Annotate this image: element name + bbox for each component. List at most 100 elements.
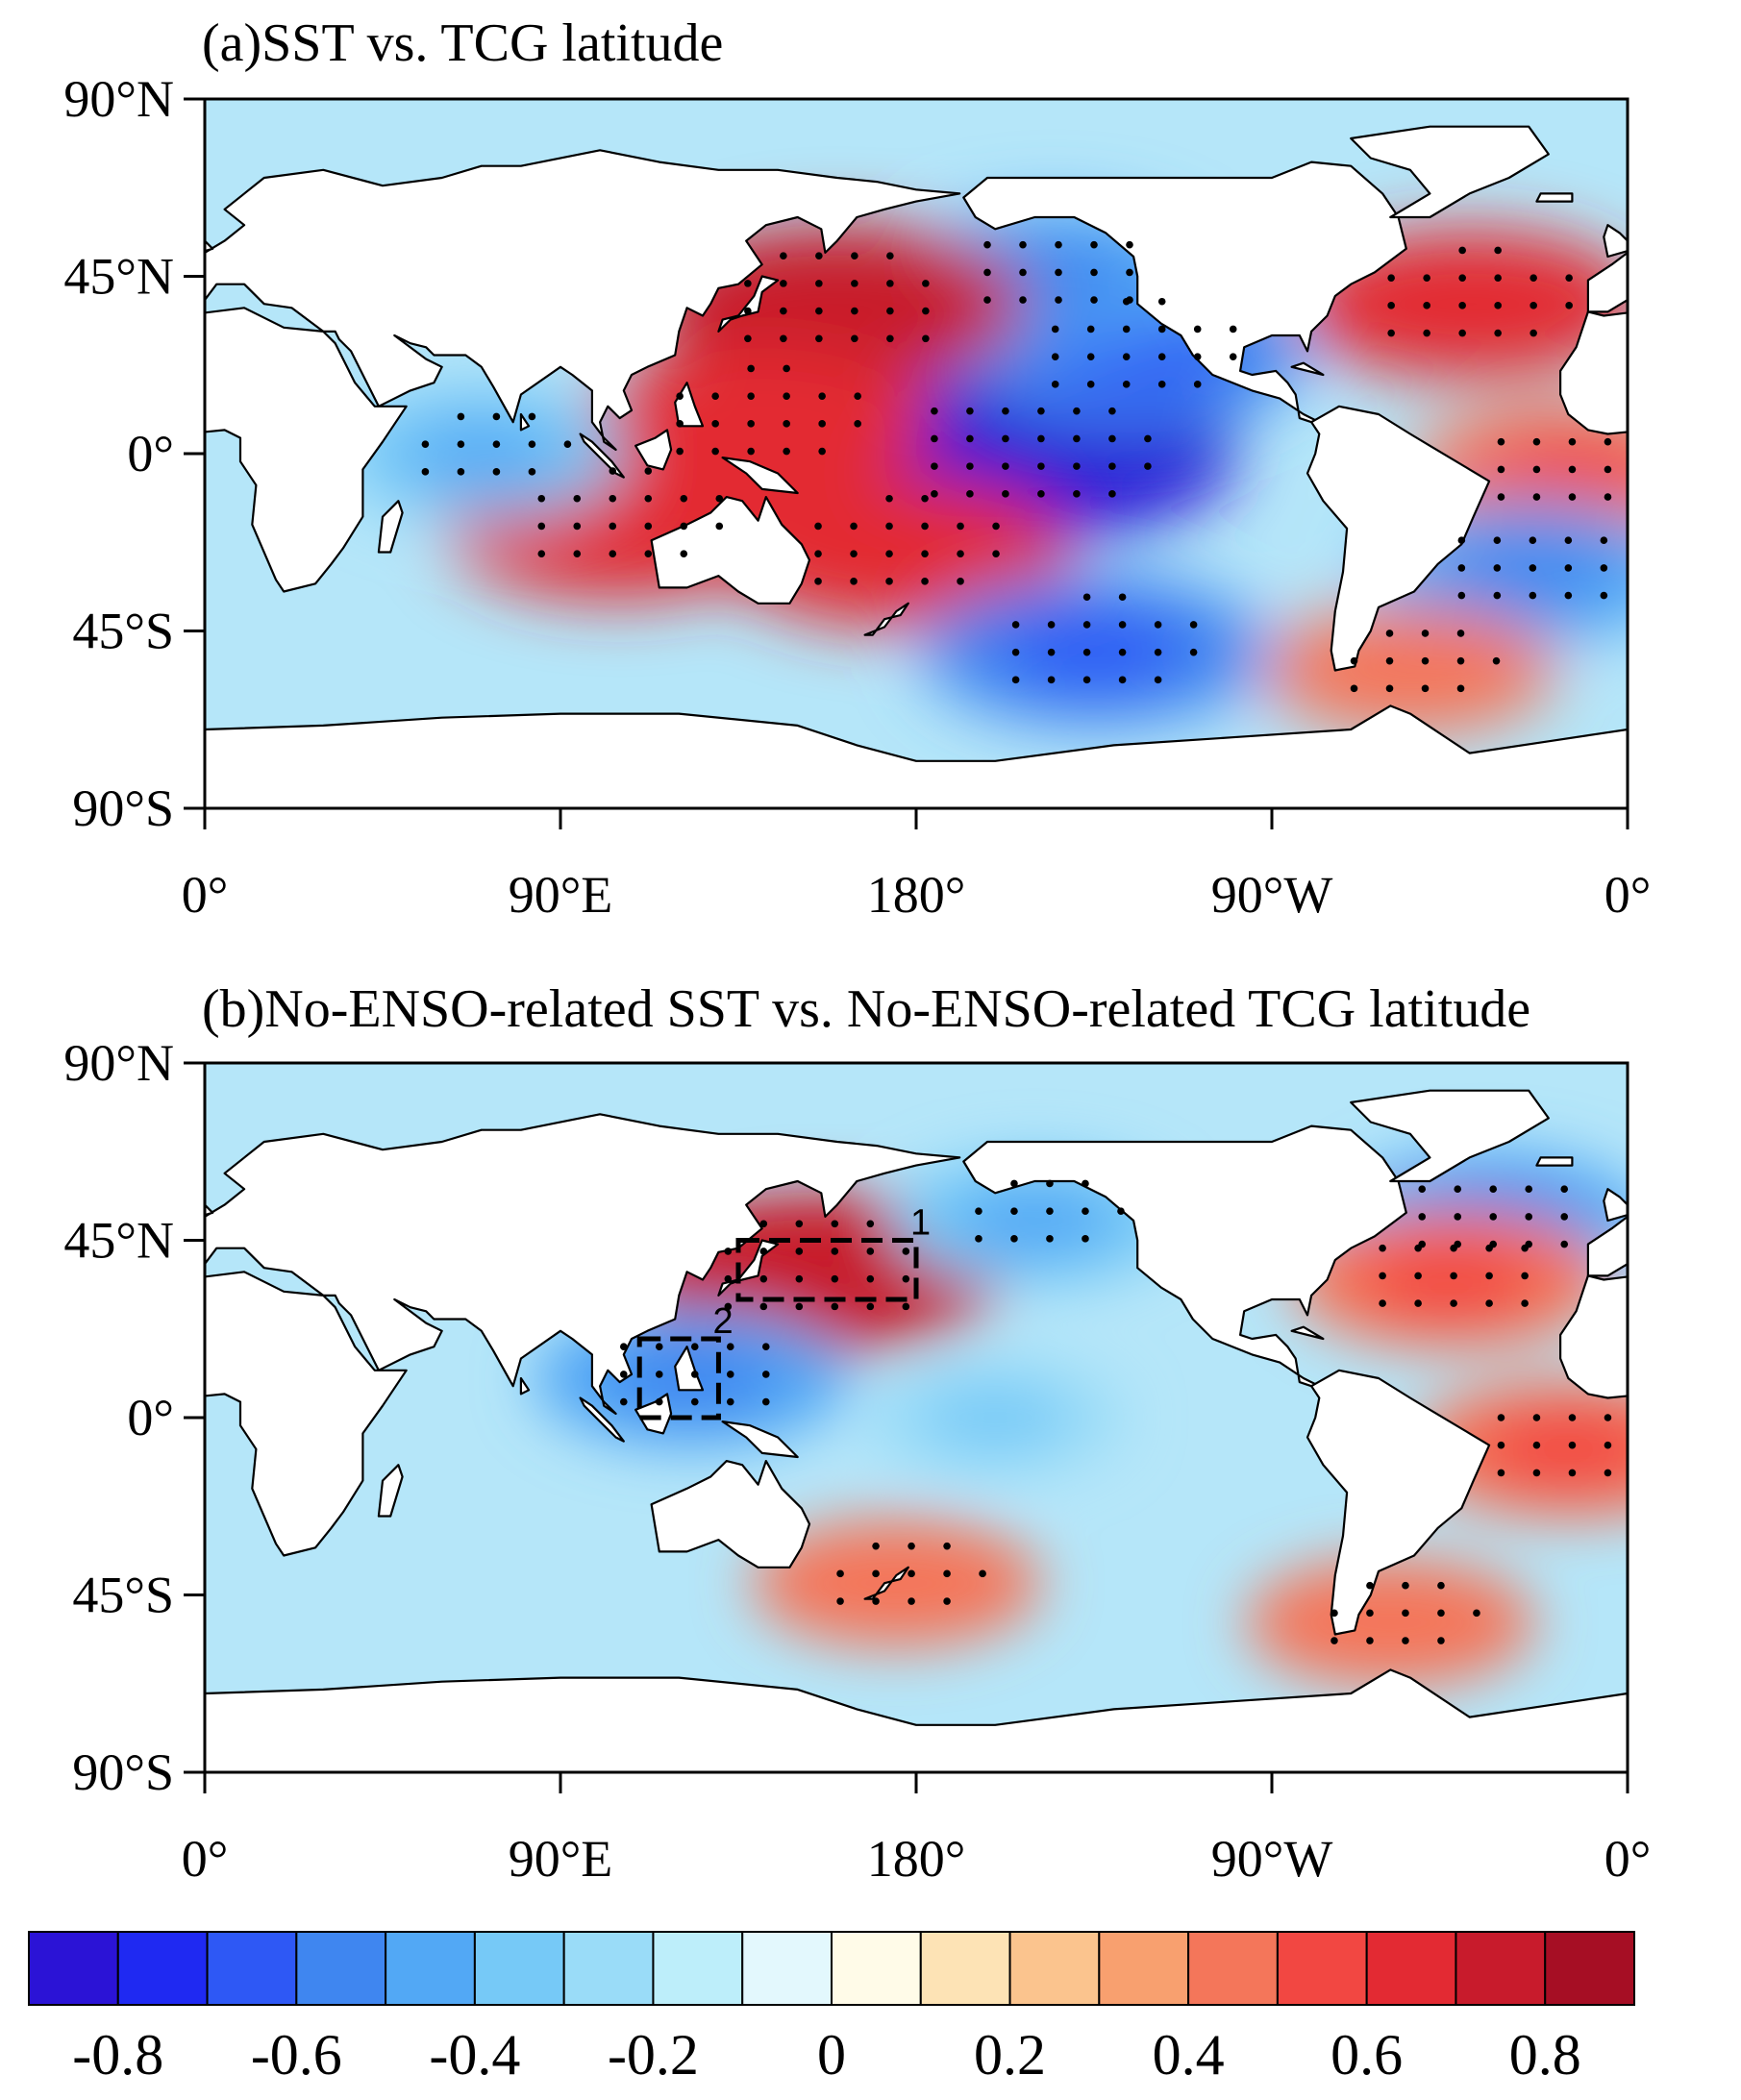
significance-dot	[1532, 465, 1541, 474]
significance-dot	[1457, 591, 1466, 600]
x-tick-label: 0°	[1604, 1830, 1652, 1888]
significance-dot	[1193, 381, 1202, 388]
anomaly-core	[923, 1385, 1067, 1450]
panel-b-box-labels: 12	[712, 1203, 931, 1343]
significance-dot	[421, 440, 430, 448]
significance-dot	[1568, 1441, 1577, 1449]
significance-dot	[1458, 302, 1466, 309]
significance-dot	[726, 1397, 734, 1406]
significance-dot	[655, 1397, 663, 1406]
significance-dot	[1418, 1213, 1427, 1221]
significance-dot	[866, 1302, 875, 1311]
significance-dot	[1497, 437, 1505, 446]
significance-dot	[1366, 1581, 1374, 1590]
significance-dot	[457, 468, 465, 476]
significance-dot	[1565, 302, 1573, 309]
significance-dot	[680, 494, 688, 503]
land-eurasia	[205, 149, 961, 451]
land-uk	[205, 1203, 214, 1217]
significance-dot	[1402, 1609, 1409, 1618]
y-tick-label: 45°N	[63, 1212, 174, 1270]
significance-dot	[831, 1248, 839, 1255]
significance-dot	[1600, 591, 1608, 600]
colorbar-label: 0	[817, 2023, 846, 2087]
significance-dot	[957, 578, 964, 585]
significance-dot	[573, 494, 582, 503]
significance-dot	[1568, 465, 1577, 474]
significance-dot	[957, 522, 964, 531]
significance-dot	[1002, 434, 1009, 443]
significance-dot	[1529, 564, 1537, 572]
significance-dot	[1055, 240, 1062, 249]
significance-dot	[1366, 1609, 1374, 1618]
significance-dot	[795, 1248, 804, 1255]
anomaly-core	[1331, 634, 1490, 706]
significance-dot	[1532, 1441, 1541, 1449]
significance-dot	[850, 550, 858, 557]
significance-dot	[922, 334, 930, 343]
significance-dot	[1604, 437, 1612, 446]
anomaly-core	[923, 407, 1146, 501]
significance-dot	[747, 392, 755, 400]
significance-dot	[1082, 1207, 1089, 1215]
significance-dot	[744, 307, 752, 315]
significance-dot	[908, 1542, 915, 1550]
significance-dot	[1010, 1179, 1018, 1188]
significance-dot	[931, 434, 938, 443]
significance-dot	[1157, 381, 1166, 388]
land-samerica	[1306, 1369, 1491, 1636]
significance-dot	[1073, 434, 1081, 443]
significance-dot	[1157, 353, 1166, 360]
significance-dot	[573, 522, 582, 531]
significance-dot	[1154, 621, 1162, 629]
land-madagascar	[377, 500, 404, 554]
significance-dot	[1019, 240, 1027, 249]
significance-dot	[1458, 246, 1466, 255]
land-sumatra	[579, 1396, 625, 1443]
significance-dot	[759, 1248, 768, 1255]
significance-dot	[1379, 1272, 1386, 1280]
x-tick-label: 90°W	[1211, 866, 1333, 924]
significance-dot	[1037, 407, 1045, 415]
significance-dot	[1126, 240, 1133, 249]
significance-dot	[921, 522, 929, 531]
significance-dot	[983, 296, 991, 304]
significance-dot	[1640, 438, 1648, 446]
significance-dot	[1350, 684, 1358, 693]
significance-dot	[815, 334, 823, 343]
anomaly-core	[801, 510, 992, 594]
significance-dot	[1456, 630, 1465, 637]
significance-dot	[655, 1371, 663, 1378]
significance-dot	[886, 280, 894, 287]
significance-dot	[644, 522, 653, 531]
colorbar-swatch	[652, 1931, 744, 2006]
significance-dot	[975, 1235, 982, 1243]
significance-dot	[1640, 1442, 1648, 1449]
colorbar-swatch	[1008, 1931, 1101, 2006]
significance-dot	[747, 420, 755, 428]
panel-b-title: (b)No-ENSO-related SST vs. No-ENSO-relat…	[202, 979, 1530, 1039]
significance-dot	[872, 1542, 880, 1550]
significance-dot	[1568, 1469, 1577, 1477]
significance-dot	[1497, 465, 1505, 474]
significance-dot	[1530, 274, 1537, 282]
significance-dot	[1010, 1235, 1018, 1243]
significance-dot	[1485, 1299, 1493, 1307]
significance-dot	[1011, 621, 1020, 629]
significance-dot	[1494, 274, 1502, 282]
significance-dot	[1414, 1299, 1422, 1307]
significance-dot	[1493, 536, 1502, 544]
land-africa	[205, 307, 408, 593]
significance-dot	[966, 490, 974, 498]
significance-dot	[563, 440, 572, 448]
significance-dot	[676, 392, 684, 400]
significance-dot	[528, 412, 536, 421]
land-iceland	[1535, 1156, 1574, 1167]
colorbar-swatch	[562, 1931, 655, 2006]
colorbar-swatch	[919, 1931, 1011, 2006]
panel-a-title: (a)SST vs. TCG latitude	[202, 13, 723, 73]
significance-dot	[1421, 630, 1430, 637]
significance-dot	[1450, 1244, 1457, 1252]
significance-dot	[886, 307, 894, 315]
significance-dot	[1229, 353, 1237, 360]
